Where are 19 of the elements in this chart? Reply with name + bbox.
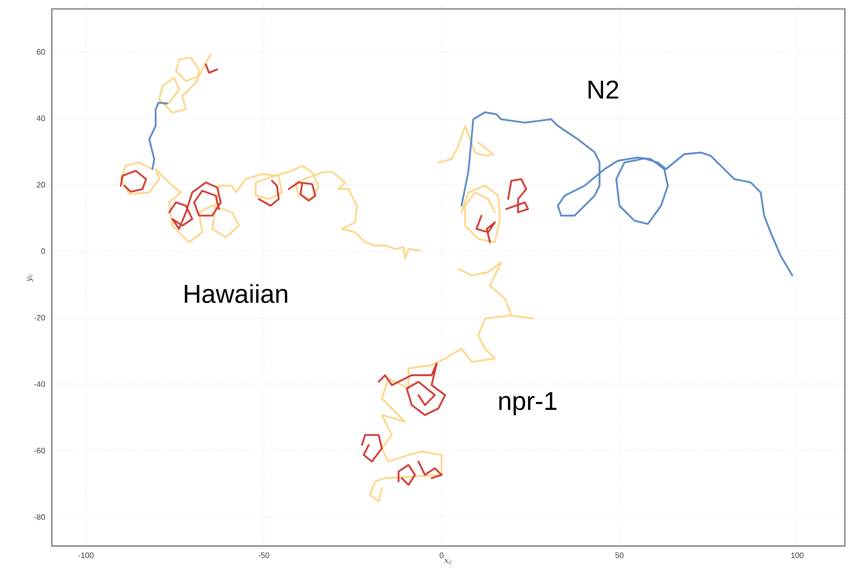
line-series (361, 434, 383, 463)
annotation: Hawaiian (184, 284, 288, 304)
line-series (288, 182, 316, 202)
line-series (505, 178, 529, 214)
annotation: N2 (588, 80, 618, 99)
line-series (438, 125, 494, 164)
line-series (398, 464, 416, 486)
line-series (258, 180, 280, 207)
line-series (158, 54, 212, 114)
line-series (120, 162, 421, 260)
line-series (418, 460, 443, 480)
line-series (476, 214, 496, 244)
annotation: npr-1 (499, 392, 557, 416)
line-series (378, 362, 446, 416)
line-series (148, 102, 168, 170)
line-series (460, 184, 501, 244)
line-series (460, 111, 794, 276)
line-series (168, 182, 222, 230)
line-series (120, 170, 147, 193)
